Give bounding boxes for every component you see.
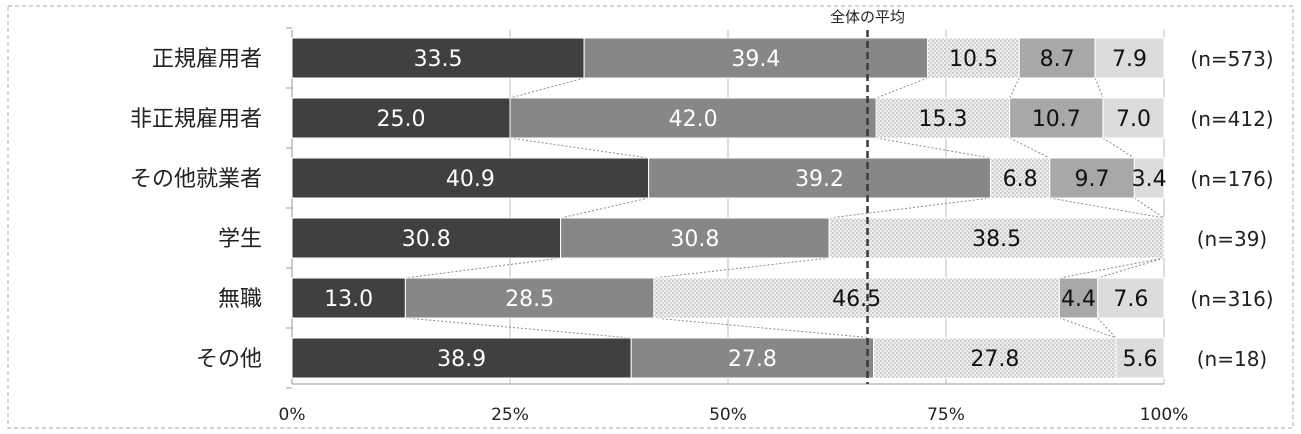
data-label: 4.4 <box>1061 287 1096 312</box>
connector-line <box>1050 198 1164 218</box>
connector-line <box>1103 138 1134 158</box>
connector-line <box>1098 318 1116 338</box>
x-tick-label: 25% <box>491 405 529 425</box>
connector-line <box>1098 258 1164 278</box>
data-label: 25.0 <box>377 107 426 132</box>
n-label: (n=573) <box>1190 47 1273 71</box>
data-label: 7.6 <box>1113 287 1148 312</box>
connector-line <box>876 78 927 98</box>
data-label: 38.9 <box>437 347 486 372</box>
connector-line <box>1010 78 1020 98</box>
x-tick-labels: 0% 25% 50% 75% 100% <box>279 405 1189 425</box>
data-label: 33.5 <box>414 47 463 72</box>
x-tick-label: 100% <box>1140 405 1189 425</box>
connector-line <box>829 198 990 218</box>
bars: 33.5 39.4 10.5 8.7 7.9 25.0 42.0 15.3 10.7 7.0 40.… <box>292 38 1167 378</box>
data-label: 42.0 <box>669 107 718 132</box>
data-label: 40.9 <box>446 167 495 192</box>
data-label: 5.6 <box>1123 347 1158 372</box>
data-label: 38.5 <box>972 227 1021 252</box>
category-label: 非正規雇用者 <box>130 107 262 132</box>
data-label: 27.8 <box>970 347 1019 372</box>
data-label: 46.5 <box>832 287 881 312</box>
connector-line <box>1059 258 1164 278</box>
connector-line <box>1095 78 1103 98</box>
data-label: 10.7 <box>1032 107 1081 132</box>
connector-line <box>561 198 649 218</box>
connector-line <box>1010 138 1050 158</box>
grid-lines <box>286 28 1164 388</box>
connector-line <box>876 138 990 158</box>
average-line-label: 全体の平均 <box>830 8 905 26</box>
data-label: 30.8 <box>670 227 719 252</box>
connector-line <box>405 258 560 278</box>
data-label: 7.0 <box>1116 107 1151 132</box>
connector-line <box>1059 318 1116 338</box>
category-label: その他就業者 <box>130 167 262 192</box>
connector-line <box>510 78 584 98</box>
connector-line <box>405 318 631 338</box>
connector-line <box>654 318 874 338</box>
data-label: 30.8 <box>402 227 451 252</box>
n-label: (n=316) <box>1190 287 1273 311</box>
data-label: 28.5 <box>505 287 554 312</box>
data-label: 15.3 <box>918 107 967 132</box>
x-tick-label: 75% <box>927 405 965 425</box>
data-label: 10.5 <box>949 47 998 72</box>
connector-line <box>510 138 649 158</box>
category-label: その他 <box>196 347 262 372</box>
data-label: 27.8 <box>728 347 777 372</box>
category-label: 学生 <box>218 227 262 252</box>
data-label: 39.4 <box>731 47 780 72</box>
data-label: 8.7 <box>1040 47 1075 72</box>
n-label: (n=412) <box>1190 107 1273 131</box>
category-label: 無職 <box>218 287 262 312</box>
n-label: (n=176) <box>1190 167 1273 191</box>
data-label: 6.8 <box>1003 167 1038 192</box>
n-label: (n=18) <box>1197 347 1268 371</box>
x-tick-label: 0% <box>279 405 306 425</box>
data-label: 7.9 <box>1112 47 1147 72</box>
n-labels: (n=573) (n=412) (n=176) (n=39) (n=316) (n=18) <box>1190 47 1273 371</box>
data-label: 13.0 <box>324 287 373 312</box>
connector-line <box>654 258 829 278</box>
x-tick-label: 50% <box>709 405 747 425</box>
data-label: 39.2 <box>795 167 844 192</box>
n-label: (n=39) <box>1197 227 1268 251</box>
data-label: 9.7 <box>1075 167 1110 192</box>
data-label: 3.4 <box>1132 167 1167 192</box>
category-label: 正規雇用者 <box>152 47 262 72</box>
